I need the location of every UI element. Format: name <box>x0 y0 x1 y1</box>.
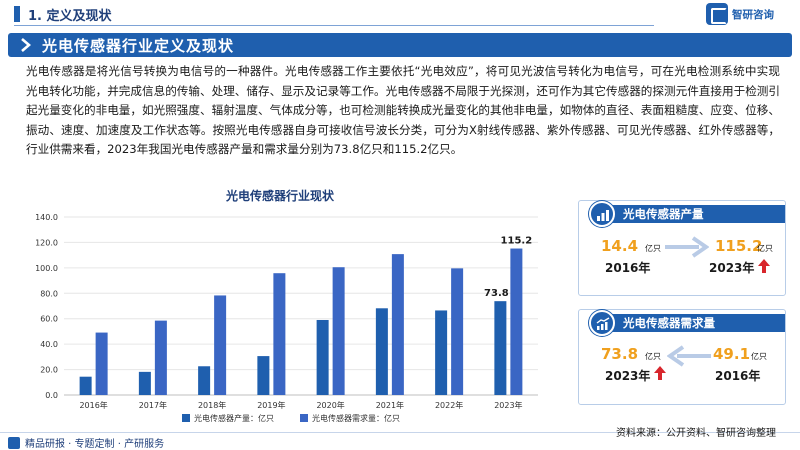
production-card: 光电传感器产量 14.4 亿只 2016年 115.2 亿只 2023年 <box>578 200 786 296</box>
production-right-year: 2023年 <box>709 261 755 275</box>
footer-logo-icon <box>8 436 20 449</box>
bar-demand <box>273 273 286 395</box>
x-tick-label: 2019年 <box>257 400 285 410</box>
x-tick-label: 2018年 <box>198 400 226 410</box>
production-right-value: 115.2 <box>715 237 763 255</box>
demand-right-unit: 亿只 <box>751 352 767 361</box>
section-accent-bar <box>14 6 20 22</box>
legend-label: 光电传感器需求量：亿只 <box>312 413 400 423</box>
production-left-year: 2016年 <box>605 261 651 275</box>
x-tick-label: 2021年 <box>376 400 404 410</box>
production-card-header: 光电传感器产量 <box>597 205 785 223</box>
source-note: 资料来源：公开资料、智研咨询整理 <box>616 428 776 439</box>
production-right-unit: 亿只 <box>757 244 773 253</box>
x-tick-label: 2017年 <box>139 400 167 410</box>
bar-production <box>138 371 151 395</box>
bar-demand <box>154 320 167 395</box>
description-paragraph: 光电传感器是将光信号转换为电信号的一种器件。光电传感器工作主要依托“光电效应”，… <box>26 64 780 156</box>
title-banner: 光电传感器行业定义及现状 <box>8 33 792 57</box>
demand-left-unit: 亿只 <box>645 352 661 361</box>
bar-production <box>375 308 388 395</box>
demand-right-year: 2016年 <box>715 369 761 383</box>
arrow-left-icon <box>667 345 711 367</box>
page-title: 光电传感器行业定义及现状 <box>42 37 235 55</box>
bar-production <box>316 319 329 395</box>
x-tick-label: 2023年 <box>494 400 522 410</box>
footer-slogan-text: 精品研报 · 专题定制 · 产研服务 <box>25 439 165 450</box>
y-tick-label: 60.0 <box>40 315 58 324</box>
footer-slogan: 精品研报 · 专题定制 · 产研服务 <box>8 435 164 450</box>
bar-production <box>494 301 507 395</box>
bar-demand <box>95 332 108 395</box>
bar-production <box>198 366 211 395</box>
demand-left-year: 2023年 <box>605 369 651 383</box>
up-arrow-icon <box>654 366 666 380</box>
bar-production <box>79 376 92 395</box>
production-left-unit: 亿只 <box>645 244 661 253</box>
y-tick-label: 140.0 <box>35 213 58 222</box>
y-tick-label: 100.0 <box>35 264 58 273</box>
y-tick-label: 80.0 <box>40 289 58 298</box>
data-label: 73.8 <box>484 288 509 299</box>
bar-chart-icon <box>589 201 615 227</box>
data-label: 115.2 <box>501 236 533 247</box>
chevron-right-icon <box>21 38 31 52</box>
bar-demand <box>214 295 227 395</box>
chart-title: 光电传感器行业现状 <box>225 189 334 203</box>
section-title: 1. 定义及现状 <box>28 9 112 24</box>
production-card-title: 光电传感器产量 <box>623 207 704 221</box>
bar-chart: 0.0 20.0 40.0 60.0 80.0 100.0 120.0 140.0 2016年 2… <box>35 213 538 423</box>
demand-right-value: 49.1 <box>713 345 751 363</box>
brand-logo: 智研咨询 <box>706 3 774 25</box>
up-arrow-icon <box>758 259 770 273</box>
bar-demand <box>332 267 345 395</box>
x-tick-label: 2016年 <box>79 400 107 410</box>
bar-production <box>257 356 270 395</box>
bar-demand <box>451 268 464 395</box>
bar-demand <box>391 254 404 395</box>
legend-swatch <box>300 414 308 422</box>
production-left-value: 14.4 <box>601 237 639 255</box>
legend-label: 光电传感器产量：亿只 <box>194 413 274 423</box>
y-tick-label: 120.0 <box>35 238 58 247</box>
y-tick-label: 0.0 <box>45 391 58 400</box>
x-tick-label: 2022年 <box>435 400 463 410</box>
logo-icon <box>706 3 728 25</box>
demand-card-header: 光电传感器需求量 <box>597 314 785 332</box>
section-header: 1. 定义及现状 智研咨询 <box>0 0 800 28</box>
section-divider <box>14 25 654 26</box>
y-tick-label: 40.0 <box>40 340 58 349</box>
x-tick-label: 2020年 <box>316 400 344 410</box>
arrow-right-icon <box>665 236 709 258</box>
trend-chart-icon <box>589 310 615 336</box>
logo-text: 智研咨询 <box>732 8 774 21</box>
demand-card-title: 光电传感器需求量 <box>623 316 715 330</box>
bar-demand <box>510 248 523 395</box>
demand-card: 光电传感器需求量 73.8 亿只 2023年 49.1 亿只 2016年 <box>578 309 786 405</box>
footer-divider <box>0 432 800 433</box>
demand-left-value: 73.8 <box>601 345 639 363</box>
legend-swatch <box>182 414 190 422</box>
y-tick-label: 20.0 <box>40 366 58 375</box>
bar-production <box>435 310 448 395</box>
